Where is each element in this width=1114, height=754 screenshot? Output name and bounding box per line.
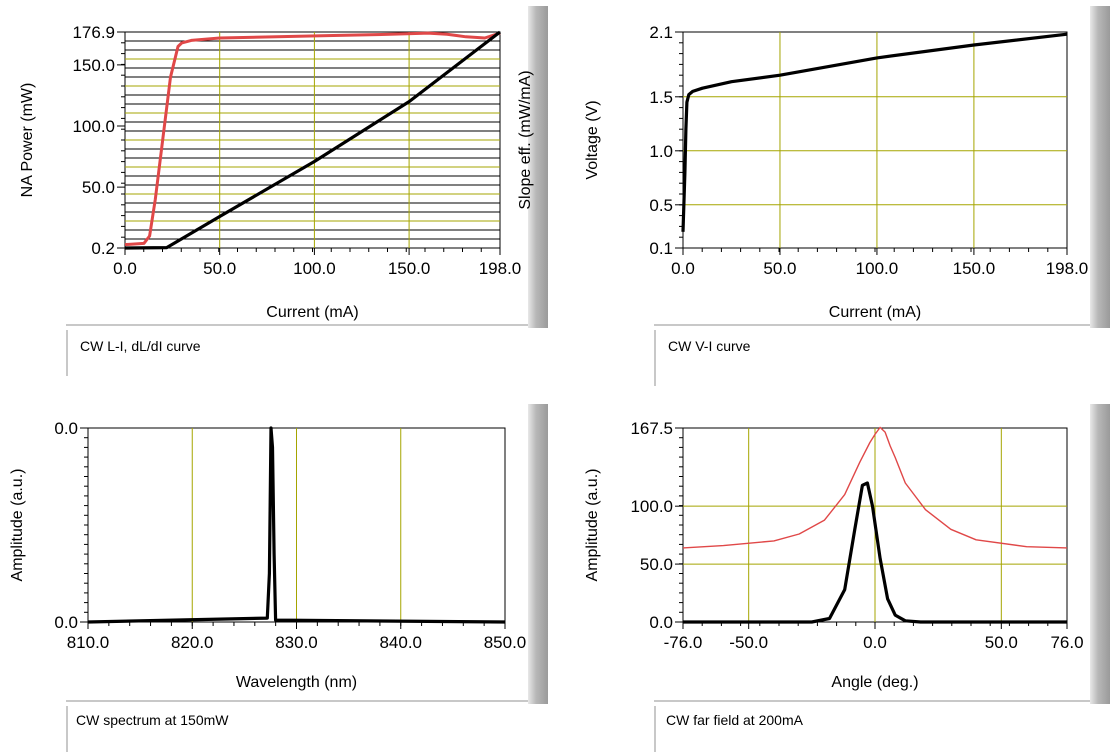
y-tick-label: 1.0	[649, 142, 673, 161]
chart-caption: CW V-I curve	[668, 338, 751, 354]
x-tick-label: 50.0	[763, 259, 796, 278]
y-axis-label: Amplitude (a.u.)	[584, 469, 601, 582]
panel-frame-top	[66, 324, 536, 326]
y-tick-label: 100.0	[72, 117, 115, 136]
y-tick-label: 0.0	[649, 613, 673, 632]
li-curve-chart: 0.0 50.0 100.0 150.0 198.0 0.2 50.0 100.0 150.0 1…	[19, 23, 534, 321]
y-tick-label: 167.5	[630, 419, 673, 438]
x-axis-label: Angle (deg.)	[831, 674, 918, 691]
y-tick-label: 0.5	[649, 196, 673, 215]
x-tick-label: 0.0	[863, 633, 887, 652]
x-tick-label: 0.0	[671, 259, 695, 278]
spectrum-panel: 810.0 820.0 830.0 840.0 850.0 0.0 0.0 Wavelengt…	[0, 380, 560, 754]
y-axis-label: Amplitude (a.u.)	[9, 469, 26, 582]
x-tick-label: 100.0	[856, 259, 899, 278]
y-tick-label: 50.0	[640, 555, 673, 574]
x-axis-label: Current (mA)	[266, 304, 358, 321]
y-tick-label: 0.2	[91, 239, 115, 258]
li-curve-panel: 0.0 50.0 100.0 150.0 198.0 0.2 50.0 100.0 150.0 1…	[0, 0, 560, 380]
x-tick-label: 150.0	[953, 259, 996, 278]
x-tick-label: 100.0	[293, 259, 336, 278]
x-axis-label: Wavelength (nm)	[236, 674, 357, 691]
y-tick-label: 2.1	[649, 23, 673, 42]
panel-frame-top	[654, 700, 1098, 702]
vi-curve-chart: 0.0 50.0 100.0 150.0 198.0 0.1 0.5 1.0 1.5 2.1 Cur…	[584, 23, 1089, 321]
y-tick-label: 150.0	[72, 56, 115, 75]
x-tick-label: 820.0	[171, 633, 214, 652]
x-tick-label: 830.0	[275, 633, 318, 652]
x-axis-label: Current (mA)	[829, 304, 921, 321]
y-axis-label-right: Slope eff. (mW/mA)	[517, 70, 534, 209]
panel-frame-left	[66, 330, 68, 376]
y-tick-label: 0.0	[54, 419, 78, 438]
spectrum-chart: 810.0 820.0 830.0 840.0 850.0 0.0 0.0 Wavelengt…	[9, 419, 527, 691]
x-tick-label: -50.0	[729, 633, 768, 652]
y-tick-label: 176.9	[72, 23, 115, 42]
series-line-0	[87, 426, 506, 624]
x-tick-label: 50.0	[203, 259, 236, 278]
x-tick-label: 76.0	[1050, 633, 1083, 652]
y-tick-label: 1.5	[649, 88, 673, 107]
panel-scrollbar[interactable]	[528, 404, 548, 704]
far-field-panel: -76.0 -50.0 0.0 50.0 76.0 0.0 50.0 100.0 167.5 An…	[560, 380, 1114, 754]
panel-scrollbar[interactable]	[1090, 6, 1110, 328]
panel-frame-left	[654, 706, 656, 752]
panel-scrollbar[interactable]	[528, 6, 548, 328]
x-tick-label: 0.0	[113, 259, 137, 278]
series-line-0	[124, 31, 501, 247]
chart-caption: CW spectrum at 150mW	[76, 712, 229, 728]
y-tick-label: 50.0	[82, 178, 115, 197]
x-tick-label: 198.0	[1046, 259, 1089, 278]
panel-frame-top	[66, 700, 536, 702]
y-tick-label: 100.0	[630, 497, 673, 516]
chart-caption: CW far field at 200mA	[666, 712, 803, 728]
y-axis-label: NA Power (mW)	[19, 83, 36, 198]
x-tick-label: 198.0	[479, 259, 522, 278]
vi-curve-panel: 0.0 50.0 100.0 150.0 198.0 0.1 0.5 1.0 1.5 2.1 Cur…	[560, 0, 1114, 386]
panel-frame-left	[654, 330, 656, 386]
y-axis-label: Voltage (V)	[584, 100, 601, 179]
far-field-chart: -76.0 -50.0 0.0 50.0 76.0 0.0 50.0 100.0 167.5 An…	[584, 419, 1084, 691]
panel-frame-left	[66, 706, 68, 752]
x-tick-label: -76.0	[664, 633, 703, 652]
x-tick-label: 850.0	[484, 633, 527, 652]
chart-caption: CW L-I, dL/dI curve	[80, 338, 201, 354]
y-tick-label: 0.1	[649, 239, 673, 258]
x-tick-label: 810.0	[67, 633, 110, 652]
series-line-0	[681, 32, 1068, 232]
y-tick-label: 0.0	[54, 613, 78, 632]
plot-area	[682, 31, 1068, 249]
panel-scrollbar[interactable]	[1090, 404, 1110, 704]
x-tick-label: 150.0	[388, 259, 431, 278]
panel-frame-top	[654, 324, 1098, 326]
series-line-1	[124, 30, 501, 250]
x-tick-label: 840.0	[379, 633, 422, 652]
x-tick-label: 50.0	[985, 633, 1018, 652]
series-line-0	[682, 426, 1068, 549]
series-line-1	[683, 481, 1067, 624]
